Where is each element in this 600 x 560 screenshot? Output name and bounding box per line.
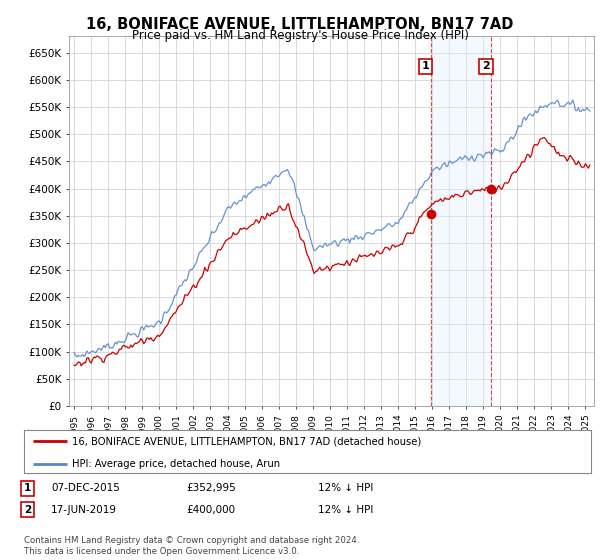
Text: 1: 1: [24, 483, 31, 493]
Bar: [431, 36, 491, 406]
Text: 07-DEC-2015: 07-DEC-2015: [51, 483, 120, 493]
Text: HPI: Average price, detached house, Arun: HPI: Average price, detached house, Arun: [72, 459, 280, 469]
Text: Contains HM Land Registry data © Crown copyright and database right 2024.
This d: Contains HM Land Registry data © Crown c…: [24, 536, 359, 556]
Text: 2: 2: [482, 61, 490, 71]
Text: 12% ↓ HPI: 12% ↓ HPI: [318, 505, 373, 515]
Text: £400,000: £400,000: [186, 505, 235, 515]
Text: 16, BONIFACE AVENUE, LITTLEHAMPTON, BN17 7AD (detached house): 16, BONIFACE AVENUE, LITTLEHAMPTON, BN17…: [72, 436, 421, 446]
Text: 2: 2: [24, 505, 31, 515]
Text: 1: 1: [422, 61, 430, 71]
Text: 12% ↓ HPI: 12% ↓ HPI: [318, 483, 373, 493]
Text: 17-JUN-2019: 17-JUN-2019: [51, 505, 117, 515]
Text: £352,995: £352,995: [186, 483, 236, 493]
Text: Price paid vs. HM Land Registry's House Price Index (HPI): Price paid vs. HM Land Registry's House …: [131, 29, 469, 42]
Text: 16, BONIFACE AVENUE, LITTLEHAMPTON, BN17 7AD: 16, BONIFACE AVENUE, LITTLEHAMPTON, BN17…: [86, 17, 514, 32]
